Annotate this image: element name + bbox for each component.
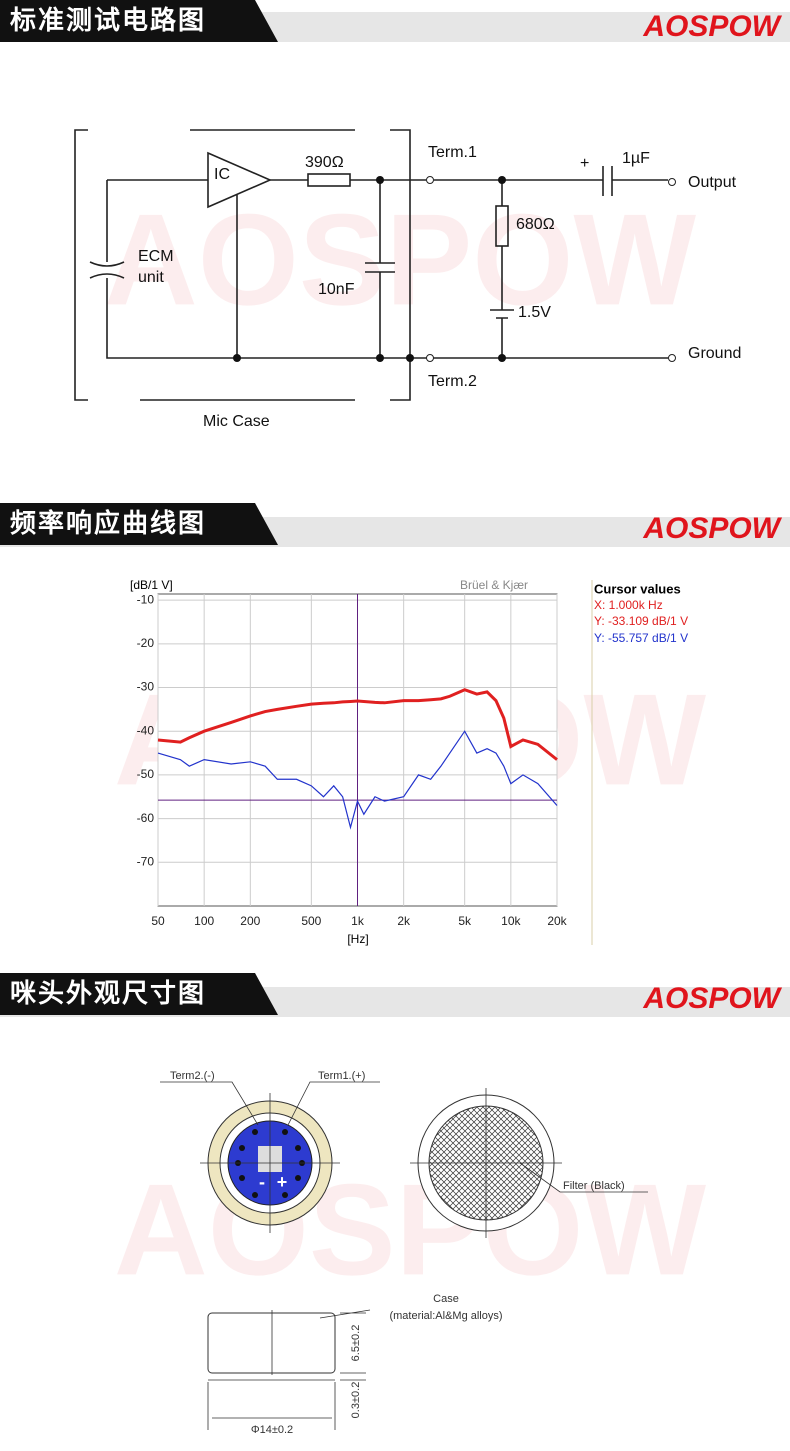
dimension-drawing: Term2.(-) Term1.(+) - + Filter (Black) C… [160, 1070, 648, 1436]
line-series [157, 730, 558, 830]
legend-entry: X: 1.000k Hz [594, 598, 663, 612]
brand: AOSPOW [642, 512, 782, 545]
chart: -10 -20 -30 -40 -50 -60 -70 50 100 200 500 1k 2k 5k 10… [137, 592, 568, 928]
label: Term1.(+) [318, 1070, 365, 1082]
x-tick-label: 1k [351, 914, 365, 928]
y-tick-label: -70 [137, 854, 155, 868]
line-series [157, 688, 558, 761]
label: 10nF [318, 281, 355, 298]
label: 680Ω [516, 216, 555, 233]
y-tick-label: -60 [137, 811, 155, 825]
label: 1.5V [518, 304, 551, 321]
label: Mic Case [203, 413, 270, 430]
x-tick-label: 20k [547, 914, 567, 928]
x-tick-label: 10k [501, 914, 521, 928]
label: Term.1 [428, 144, 477, 161]
brand: Brüel & Kjær [460, 578, 528, 592]
label: IC [214, 166, 230, 183]
section-title: 标准测试电路图 [10, 5, 206, 36]
label: Ground [688, 345, 741, 362]
label: Φ14±0.2 [251, 1424, 293, 1436]
label: Term.2 [428, 373, 477, 390]
section-header: 频率响应曲线图 AOSPOW [0, 503, 790, 547]
label: Filter (Black) [563, 1180, 625, 1192]
x-tick-label: 200 [240, 914, 260, 928]
label: + [277, 1172, 288, 1192]
label: + [580, 155, 589, 172]
x-tick-label: 500 [301, 914, 321, 928]
circuit: IC 390Ω Term.1 + 1µF Output 680Ω ECM uni… [74, 129, 741, 430]
label: Case [433, 1293, 459, 1305]
y-tick-label: -30 [137, 680, 155, 694]
section-title: 频率响应曲线图 [10, 508, 206, 539]
y-tick-label: -50 [137, 767, 155, 781]
label: Output [688, 174, 737, 191]
brand: AOSPOW [642, 982, 782, 1015]
section-header: 标准测试电路图 AOSPOW [0, 0, 790, 43]
label: 0.3±0.2 [350, 1382, 362, 1419]
legend-entry: Y: -55.757 dB/1 V [594, 631, 688, 645]
cursor-text: Y: -33.109 dB/1 V [594, 614, 688, 628]
cursor-title: Cursor values [594, 581, 681, 596]
x-tick-label: 100 [194, 914, 214, 928]
y-tick-label: -40 [137, 723, 155, 737]
label: unit [138, 269, 164, 286]
label: ECM [138, 248, 174, 265]
x-tick-label: 5k [458, 914, 472, 928]
y-axis-label: [dB/1 V] [130, 578, 173, 592]
watermark: AOSPOW [114, 1156, 707, 1302]
label: Term2.(-) [170, 1070, 215, 1082]
y-tick-label: -20 [137, 636, 155, 650]
y-tick-label: -10 [137, 592, 155, 606]
label: (material:Al&Mg alloys) [389, 1310, 502, 1322]
brand: AOSPOW [642, 10, 782, 43]
x-axis-label: [Hz] [347, 932, 368, 946]
x-tick-label: 2k [397, 914, 411, 928]
section-header: 咪头外观尺寸图 AOSPOW [0, 973, 790, 1017]
label: - [259, 1172, 265, 1192]
label: 1µF [622, 150, 650, 167]
section-title: 咪头外观尺寸图 [10, 979, 206, 1009]
watermark: AOSPOW [104, 186, 697, 332]
x-tick-label: 50 [151, 914, 165, 928]
label: 6.5±0.2 [350, 1325, 362, 1362]
label: 390Ω [305, 154, 344, 171]
